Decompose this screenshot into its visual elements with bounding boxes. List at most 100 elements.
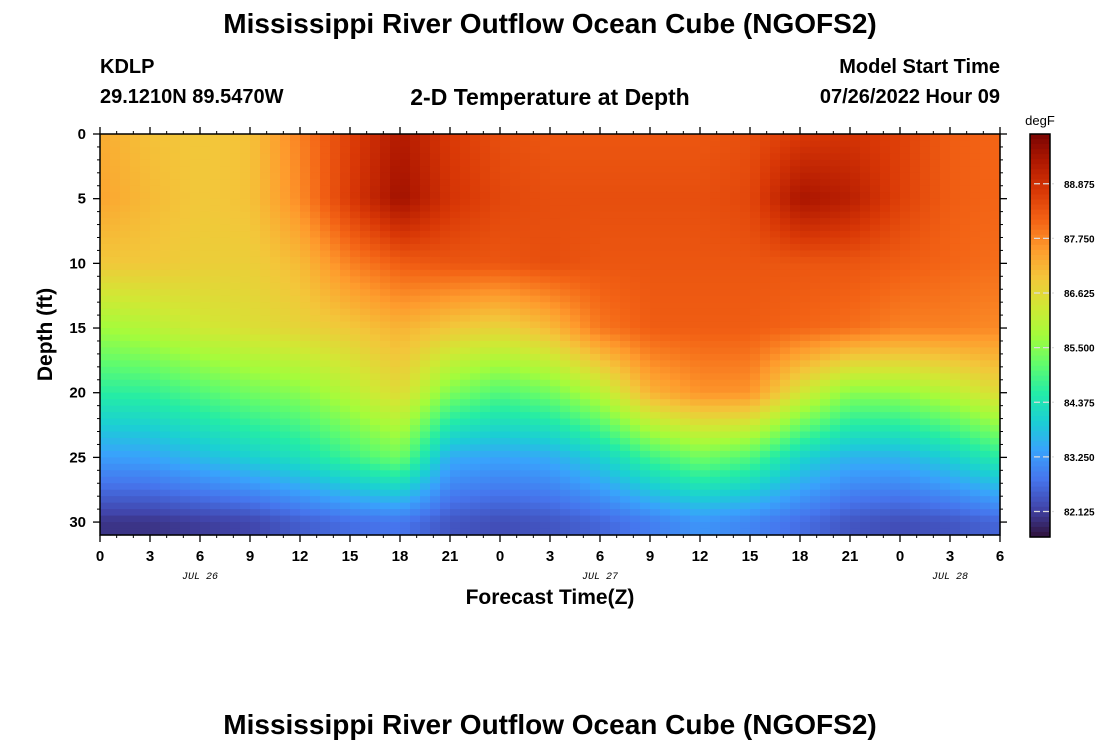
heatmap-cell — [910, 425, 921, 433]
heatmap-cell — [480, 470, 491, 478]
heatmap-cell — [850, 159, 861, 167]
heatmap-cell — [250, 457, 261, 465]
heatmap-cell — [630, 483, 641, 491]
heatmap-cell — [910, 159, 921, 167]
heatmap-cell — [860, 425, 871, 433]
heatmap-cell — [520, 450, 531, 458]
heatmap-cell — [560, 308, 571, 316]
heatmap-cell — [130, 315, 141, 323]
model-start-value: 07/26/2022 Hour 09 — [819, 86, 1000, 108]
heatmap-cell — [180, 450, 191, 458]
heatmap-cell — [150, 263, 161, 271]
heatmap-cell — [520, 276, 531, 284]
heatmap-cell — [970, 386, 981, 394]
heatmap-cell — [710, 321, 721, 329]
heatmap-cell — [450, 425, 461, 433]
heatmap-cell — [530, 353, 541, 361]
heatmap-cell — [330, 172, 341, 180]
heatmap-cell — [340, 146, 351, 155]
heatmap-cell — [250, 340, 261, 349]
heatmap-cell — [440, 269, 451, 277]
heatmap-cell — [760, 483, 771, 491]
heatmap-cell — [330, 470, 341, 478]
heatmap-cell — [210, 172, 221, 180]
heatmap-cell — [240, 224, 251, 232]
heatmap-cell — [730, 269, 741, 277]
heatmap-cell — [140, 159, 151, 167]
heatmap-cell — [370, 237, 381, 245]
heatmap-cell — [190, 386, 201, 394]
heatmap-cell — [730, 243, 741, 252]
heatmap-cell — [460, 140, 471, 148]
heatmap-cell — [550, 237, 561, 245]
heatmap-cell — [110, 476, 121, 484]
heatmap-cell — [390, 321, 401, 329]
heatmap-cell — [600, 224, 611, 232]
heatmap-cell — [520, 476, 531, 484]
heatmap-cell — [520, 386, 531, 394]
heatmap-cell — [400, 444, 411, 452]
heatmap-cell — [790, 179, 801, 187]
heatmap-cell — [950, 224, 961, 232]
heatmap-cell — [710, 134, 721, 142]
heatmap-cell — [610, 321, 621, 329]
heatmap-cell — [380, 146, 391, 155]
heatmap-cell — [190, 134, 201, 142]
heatmap-cell — [290, 166, 301, 174]
heatmap-cell — [270, 334, 281, 342]
heatmap-cell — [540, 146, 551, 155]
heatmap-cell — [720, 483, 731, 491]
heatmap-cell — [660, 159, 671, 167]
heatmap-cell — [940, 218, 951, 226]
heatmap-cell — [470, 282, 481, 290]
heatmap-cell — [820, 450, 831, 458]
heatmap-cell — [490, 179, 501, 187]
heatmap-cell — [750, 315, 761, 323]
heatmap-cell — [260, 457, 271, 465]
heatmap-cell — [400, 231, 411, 239]
heatmap-cell — [210, 192, 221, 200]
heatmap-cell — [920, 231, 931, 239]
heatmap-cell — [310, 444, 321, 452]
heatmap-cell — [460, 159, 471, 167]
heatmap-cell — [990, 224, 1001, 232]
heatmap-cell — [200, 489, 211, 497]
heatmap-cell — [410, 360, 421, 368]
heatmap-cell — [690, 431, 701, 439]
heatmap-cell — [970, 444, 981, 452]
heatmap-cell — [250, 263, 261, 271]
heatmap-cell — [930, 476, 941, 484]
heatmap-cell — [790, 140, 801, 148]
heatmap-cell — [120, 360, 131, 368]
heatmap-cell — [210, 166, 221, 174]
heatmap-cell — [660, 140, 671, 148]
heatmap-cell — [110, 321, 121, 329]
heatmap-cell — [470, 289, 481, 297]
heatmap-cell — [330, 450, 341, 458]
heatmap-cell — [270, 315, 281, 323]
heatmap-cell — [230, 140, 241, 148]
heatmap-cell — [120, 308, 131, 316]
heatmap-cell — [410, 192, 421, 200]
heatmap-cell — [130, 340, 141, 349]
heatmap-cell — [700, 276, 711, 284]
heatmap-cell — [720, 153, 731, 161]
heatmap-cell — [920, 172, 931, 180]
heatmap-cell — [490, 463, 501, 471]
heatmap-cell — [140, 263, 151, 271]
heatmap-cell — [140, 153, 151, 161]
heatmap-cell — [910, 457, 921, 465]
heatmap-cell — [350, 347, 361, 355]
heatmap-cell — [220, 457, 231, 465]
heatmap-cell — [830, 153, 841, 161]
heatmap-cell — [980, 328, 991, 336]
heatmap-cell — [140, 308, 151, 316]
heatmap-cell — [420, 302, 431, 310]
heatmap-cell — [930, 166, 941, 174]
heatmap-cell — [290, 231, 301, 239]
heatmap-cell — [270, 140, 281, 148]
heatmap-cell — [660, 470, 671, 478]
heatmap-cell — [170, 276, 181, 284]
heatmap-cell — [750, 405, 761, 413]
heatmap-cell — [320, 185, 331, 193]
